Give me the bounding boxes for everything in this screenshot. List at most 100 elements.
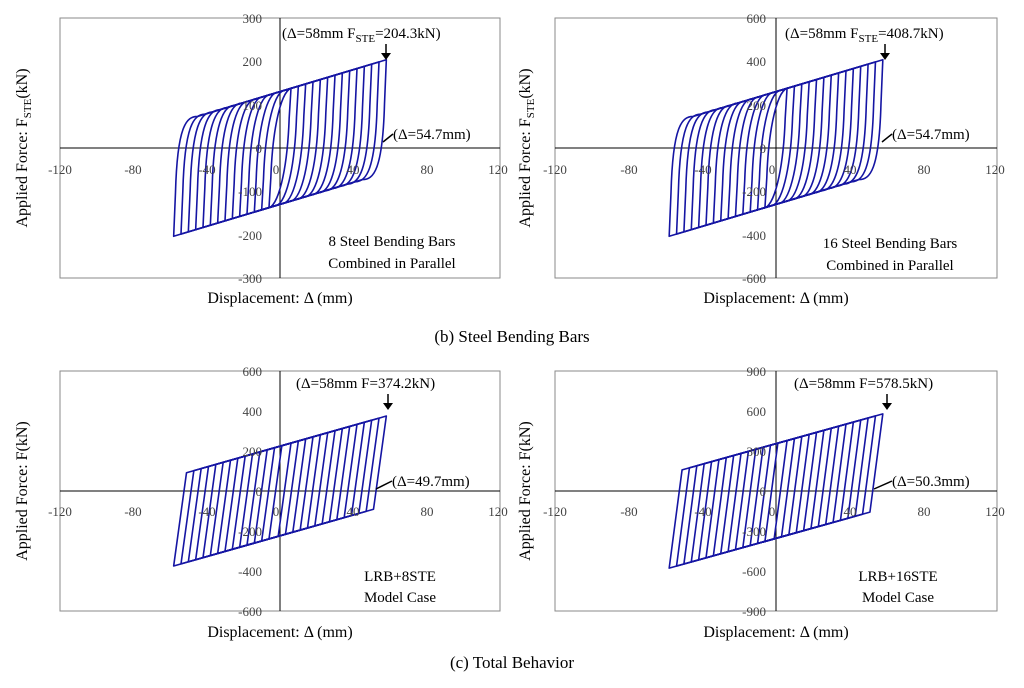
peak-arrowhead [880, 53, 890, 60]
y-tick-label: -600 [238, 604, 262, 619]
peak-annotation: (Δ=58mm F=374.2kN) [296, 376, 435, 392]
caption-total-behavior: (c) Total Behavior [450, 653, 574, 672]
zero-cross-pointer [881, 133, 893, 143]
x-tick-label: 80 [421, 504, 434, 519]
x-axis-label: Displacement: Δ (mm) [207, 624, 352, 641]
y-tick-label: 300 [747, 444, 767, 459]
y-axis-label: Applied Force: FSTE(kN) [517, 68, 537, 227]
x-tick-labels: -120 -80 -40 0 40 80 120 [48, 504, 508, 519]
y-tick-labels: 600 400 200 0 -200 -400 -600 [238, 364, 262, 619]
y-axis-label: Applied Force: FSTE(kN) [14, 68, 34, 227]
zero-cross-annotation: (Δ=50.3mm) [892, 474, 970, 490]
x-tick-label: 80 [421, 162, 434, 177]
peak-annotation: (Δ=58mm FSTE=204.3kN) [282, 26, 441, 45]
note-line: Combined in Parallel [826, 258, 953, 274]
y-tick-label: -200 [742, 184, 766, 199]
x-tick-label: -120 [543, 504, 567, 519]
y-tick-label: 0 [256, 484, 263, 499]
x-tick-label: -80 [620, 504, 637, 519]
y-tick-label: 0 [256, 141, 263, 156]
x-tick-label: -40 [198, 504, 215, 519]
x-axis-label: Displacement: Δ (mm) [703, 624, 848, 641]
y-tick-label: -600 [742, 271, 766, 286]
x-tick-label: 80 [918, 504, 931, 519]
chart-panel-lrb-16ste: -120 -80 -40 0 40 80 120 900 600 300 0 -… [517, 364, 1005, 641]
x-tick-label: -80 [124, 162, 141, 177]
y-tick-label: 200 [243, 54, 263, 69]
peak-annotation: (Δ=58mm F=578.5kN) [794, 376, 933, 392]
y-tick-labels: 300 200 100 0 -100 -200 -300 [238, 11, 262, 286]
hysteresis-loops [172, 58, 388, 238]
zero-cross-annotation: (Δ=54.7mm) [393, 127, 471, 143]
chart-panel-lrb-8ste: -120 -80 -40 0 40 80 120 600 400 200 0 -… [14, 364, 508, 641]
x-tick-label: -80 [124, 504, 141, 519]
y-tick-label: 0 [760, 484, 767, 499]
y-tick-label: -300 [238, 271, 262, 286]
x-tick-labels: -120 -80 -40 0 40 80 120 [543, 162, 1005, 177]
x-tick-label: 120 [488, 162, 508, 177]
zero-cross-annotation: (Δ=49.7mm) [392, 474, 470, 490]
chart-panel-16-steel-bars: -120 -80 -40 0 40 80 120 600 400 200 0 -… [517, 11, 1005, 307]
y-tick-label: -300 [742, 524, 766, 539]
x-tick-label: -120 [48, 504, 72, 519]
note-line: 8 Steel Bending Bars [328, 234, 455, 250]
y-tick-label: 600 [747, 404, 767, 419]
x-tick-labels: -120 -80 -40 0 40 80 120 [543, 504, 1005, 519]
x-tick-label: -40 [694, 162, 711, 177]
y-tick-label: -100 [238, 184, 262, 199]
x-tick-label: 0 [273, 504, 280, 519]
peak-annotation: (Δ=58mm FSTE=408.7kN) [785, 26, 944, 45]
note-line: 16 Steel Bending Bars [823, 236, 958, 252]
note-line: Model Case [862, 590, 934, 606]
y-tick-label: -400 [742, 228, 766, 243]
x-tick-label: 120 [488, 504, 508, 519]
x-tick-label: -80 [620, 162, 637, 177]
zero-cross-annotation: (Δ=54.7mm) [892, 127, 970, 143]
x-tick-label: 40 [347, 504, 360, 519]
x-tick-label: -40 [198, 162, 215, 177]
x-tick-label: 40 [844, 162, 857, 177]
zero-cross-pointer [873, 480, 893, 490]
y-tick-label: 200 [243, 444, 263, 459]
hysteresis-loop-14 [668, 58, 884, 238]
y-tick-label: -400 [238, 564, 262, 579]
hysteresis-loop-14 [172, 415, 388, 567]
y-tick-label: 300 [243, 11, 263, 26]
zero-cross-pointer [382, 133, 394, 143]
x-tick-label: 120 [985, 504, 1005, 519]
note-line: LRB+16STE [858, 569, 937, 585]
hysteresis-loops [668, 58, 884, 238]
x-tick-label: 40 [844, 504, 857, 519]
x-tick-label: -40 [694, 504, 711, 519]
y-tick-label: 600 [747, 11, 767, 26]
y-tick-label: 0 [760, 141, 767, 156]
hysteresis-loop-14 [172, 58, 388, 238]
x-axis-label: Displacement: Δ (mm) [703, 290, 848, 307]
caption-steel-bending-bars: (b) Steel Bending Bars [434, 327, 589, 346]
y-tick-label: 400 [243, 404, 263, 419]
peak-arrowhead [381, 53, 391, 60]
peak-arrowhead [383, 403, 393, 410]
y-tick-label: 200 [747, 98, 767, 113]
peak-arrowhead [882, 403, 892, 410]
x-axis-label: Displacement: Δ (mm) [207, 290, 352, 307]
note-line: Model Case [364, 590, 436, 606]
y-tick-label: 400 [747, 54, 767, 69]
zero-cross-pointer [375, 480, 393, 490]
x-tick-label: 0 [769, 162, 776, 177]
x-tick-label: 40 [347, 162, 360, 177]
x-tick-label: -120 [543, 162, 567, 177]
x-tick-labels: -120 -80 -40 0 40 80 120 [48, 162, 508, 177]
hysteresis-loops [172, 415, 388, 567]
y-tick-label: -600 [742, 564, 766, 579]
hysteresis-loop-14 [668, 413, 884, 569]
x-tick-label: 0 [769, 504, 776, 519]
y-tick-label: 600 [243, 364, 263, 379]
x-tick-label: 0 [273, 162, 280, 177]
x-tick-label: 80 [918, 162, 931, 177]
y-tick-label: -200 [238, 228, 262, 243]
y-axis-label: Applied Force: F(kN) [517, 421, 534, 561]
x-tick-label: -120 [48, 162, 72, 177]
hysteresis-loops [668, 413, 884, 569]
